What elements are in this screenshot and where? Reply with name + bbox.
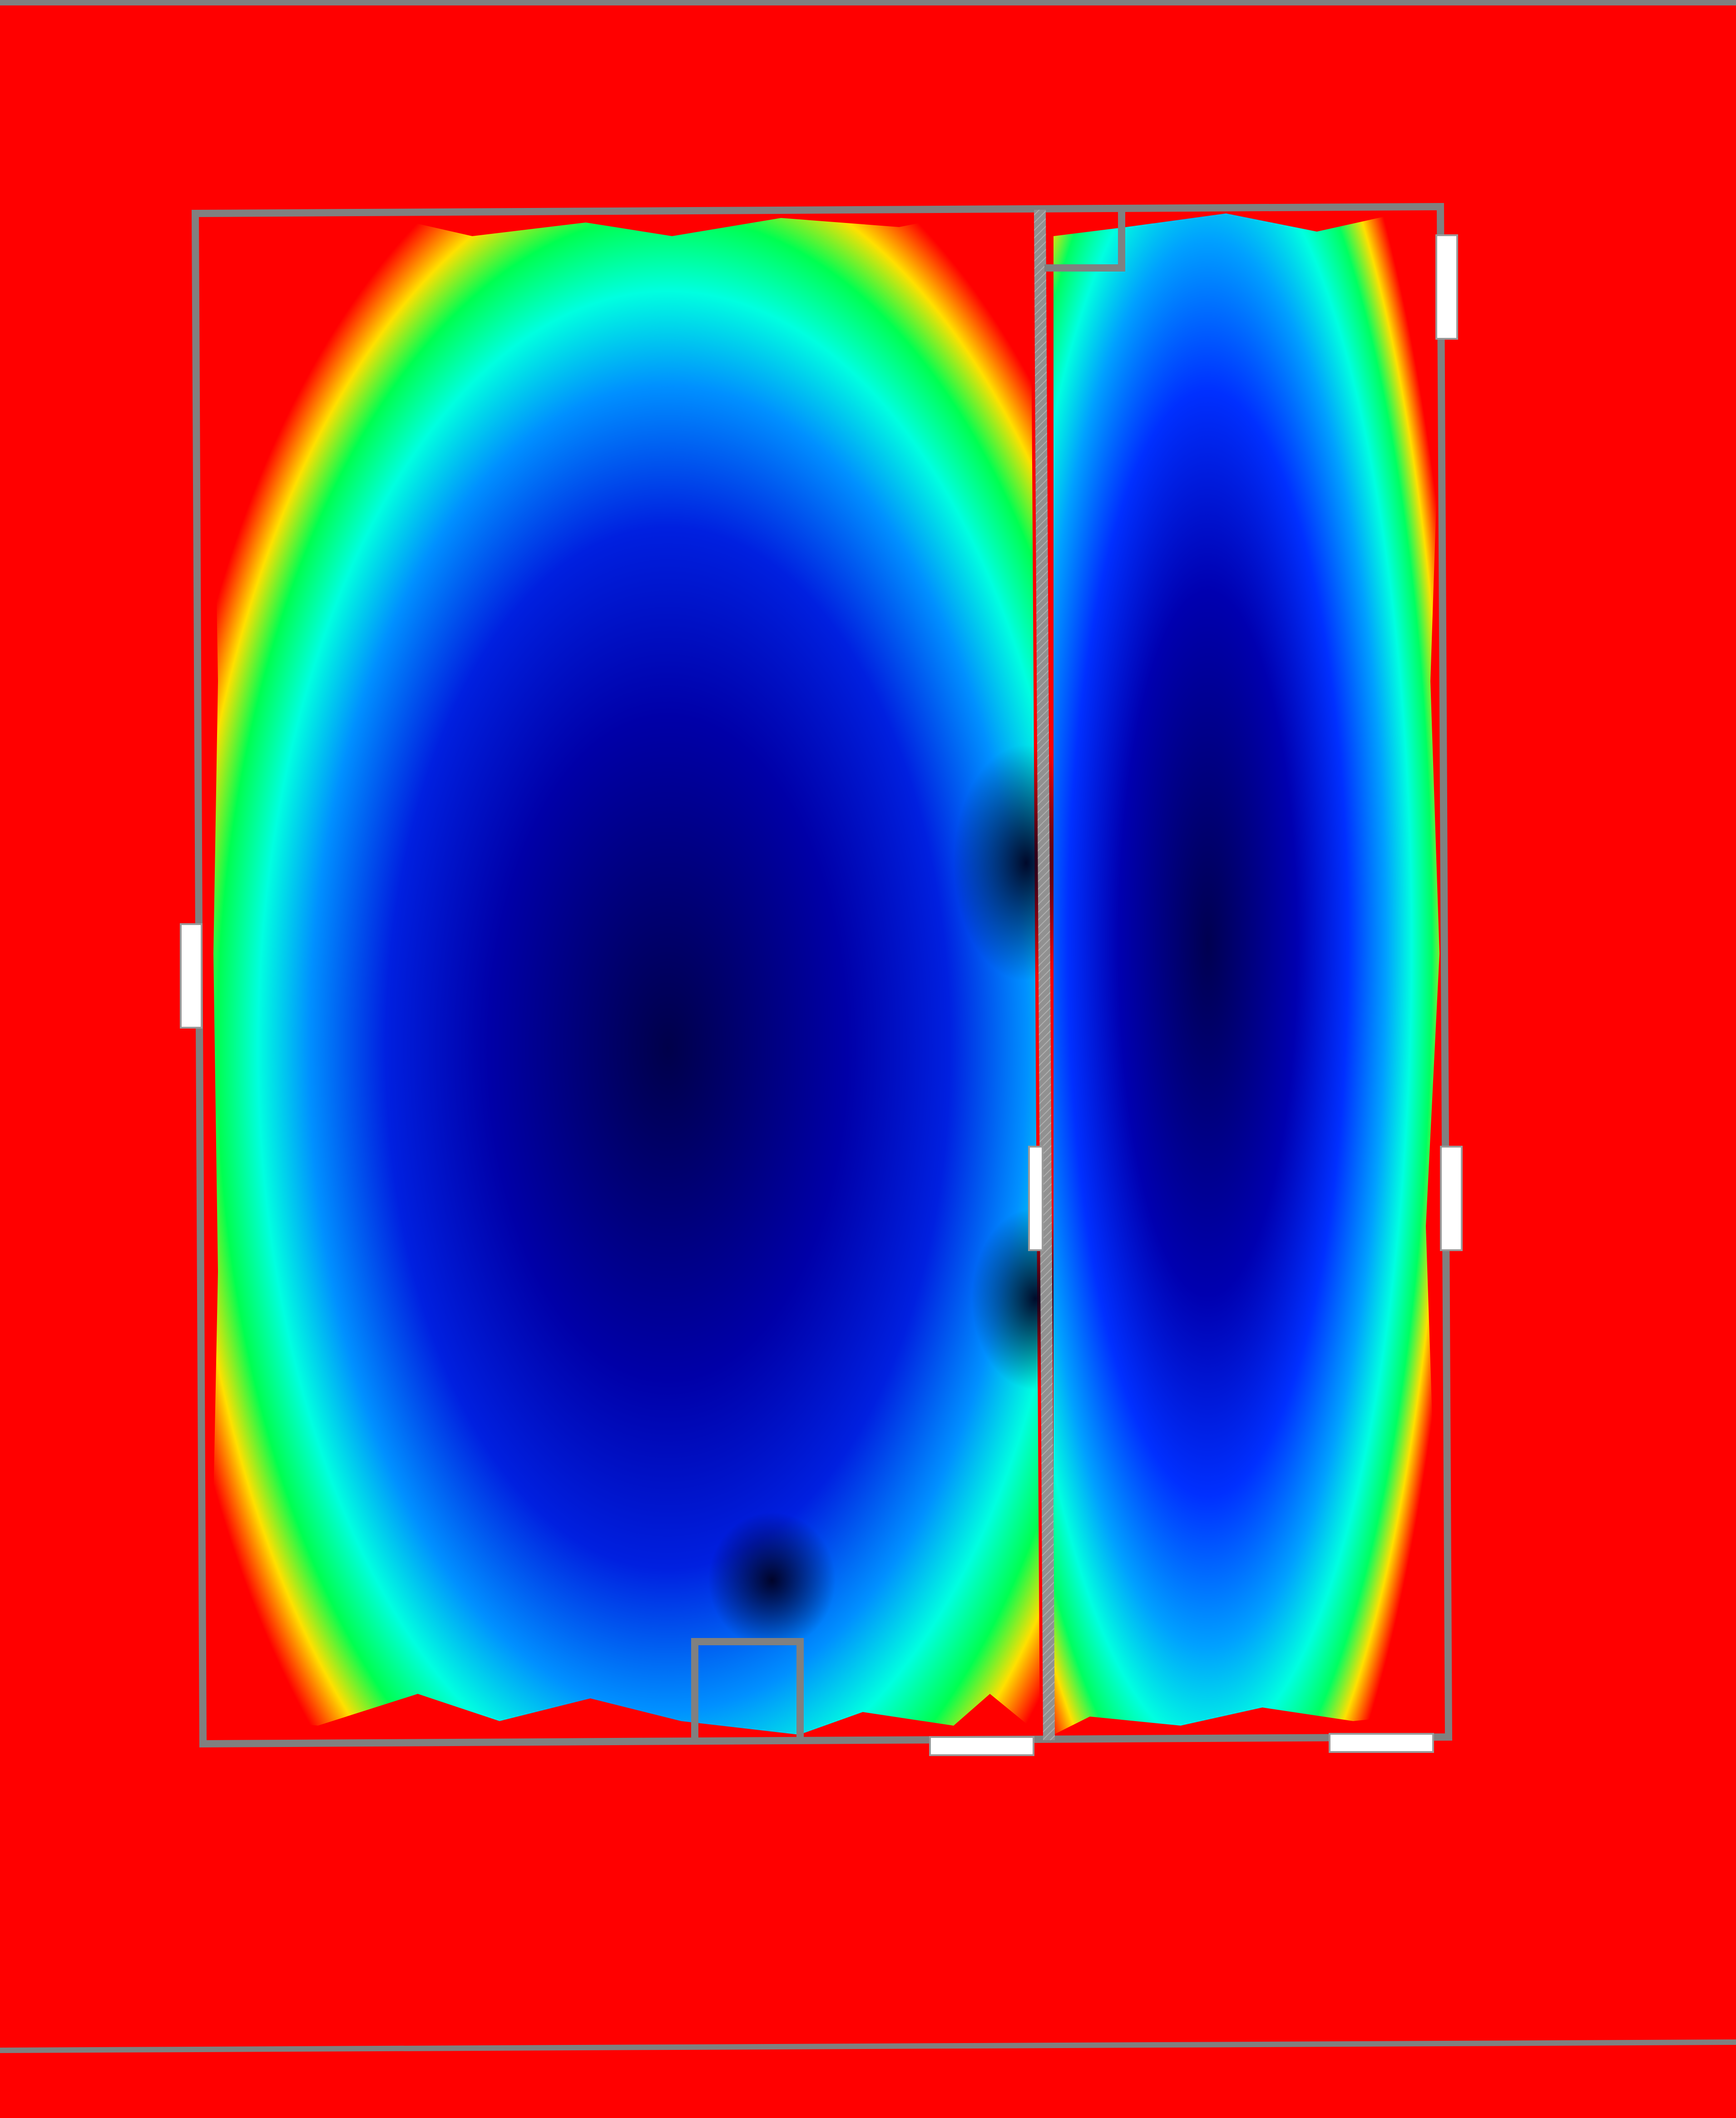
interior-wall-edge — [1034, 209, 1055, 1741]
door-bottom-right — [1329, 1733, 1434, 1753]
interior-wall — [1034, 209, 1055, 1741]
door-bottom-middle — [929, 1736, 1034, 1756]
outer-wall — [191, 203, 1453, 1748]
door-left — [180, 923, 203, 1029]
door-right-top — [1435, 234, 1458, 340]
bottom-wall-notch — [691, 1638, 804, 1742]
bottom-boundary-line — [0, 2039, 1736, 2053]
right-room-heat — [1053, 213, 1439, 1735]
left-room-heat — [213, 209, 1099, 1735]
top-wall-notch — [1044, 210, 1125, 272]
door-interior — [1028, 1146, 1044, 1251]
door-right-bottom — [1440, 1146, 1463, 1251]
